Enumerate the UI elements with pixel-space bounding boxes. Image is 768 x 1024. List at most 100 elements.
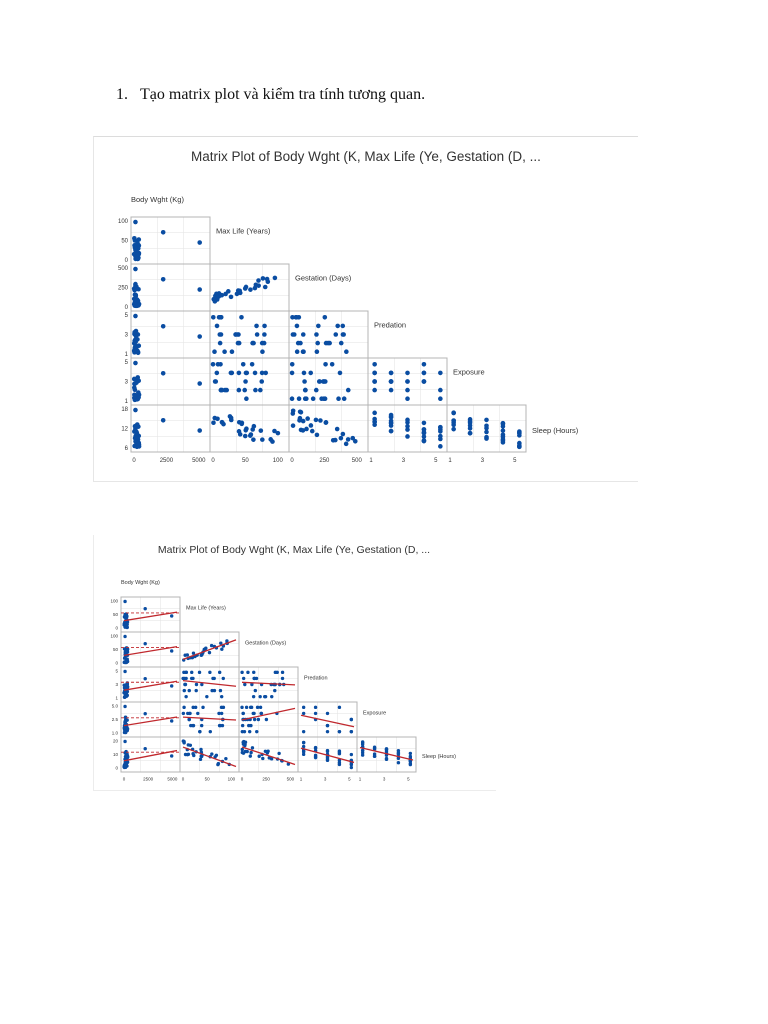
data-point [133,303,139,309]
item-number: 1. [116,86,128,103]
data-point [484,434,489,440]
data-point [314,332,319,337]
data-point [240,361,246,367]
data-point [301,749,306,753]
data-point [133,407,138,413]
row-tick-label: 0 [125,258,129,264]
data-point [218,314,224,320]
data-point [325,711,330,716]
data-point [254,676,259,681]
data-point [225,289,231,294]
data-point [343,441,349,447]
data-point [421,438,427,443]
row-tick-label: 1 [125,399,129,405]
data-point [218,688,223,693]
data-point [323,420,329,425]
data-point [345,387,351,393]
data-point [136,237,142,242]
data-point [517,444,522,450]
data-point [125,657,129,661]
data-point [242,387,248,393]
data-point [253,688,258,693]
scatter-cell [297,736,358,773]
data-point [170,754,174,758]
data-point [133,293,139,299]
row-tick-label: 1.0 [112,731,119,736]
data-point [316,323,321,329]
data-point [280,670,285,675]
data-point [214,295,220,301]
data-point [193,705,198,710]
column-tick-label: 250 [262,777,270,782]
data-point [438,436,443,442]
data-point [219,711,224,716]
data-point [269,757,274,761]
data-point [268,437,273,442]
scatter-cell [288,310,369,359]
fit-line [182,716,237,721]
data-point [256,717,261,722]
data-point [214,291,219,297]
data-point [211,296,217,302]
data-point [191,705,195,710]
data-point [260,349,265,355]
data-point [484,423,489,429]
data-point [131,385,137,390]
data-point [302,379,307,384]
fit-line [123,611,178,622]
data-point [372,410,377,416]
data-point [298,427,304,433]
data-point [300,349,306,355]
data-point [260,276,266,281]
data-point [350,435,356,441]
data-point [296,314,302,320]
data-point [257,754,261,758]
column-tick-label: 2500 [160,458,174,464]
data-point [333,437,338,443]
data-point [325,757,330,762]
data-point [160,277,166,282]
data-point [125,727,130,731]
data-point [438,396,443,402]
data-point [182,739,186,744]
scatter-cell [209,263,290,312]
chart-title: Matrix Plot of Body Wght (K, Max Life (Y… [158,544,430,556]
data-point [421,370,427,376]
data-point [421,420,427,426]
data-point [125,689,130,694]
data-point [221,676,225,681]
column-tick-label: 1 [359,777,362,782]
data-point [123,622,127,626]
data-point [308,423,314,428]
data-point [313,387,319,393]
scatter-cell [120,596,181,633]
data-point [210,314,216,320]
data-point [251,437,256,442]
data-point [197,287,202,292]
data-point [280,676,285,681]
row-tick-label: 1 [125,352,129,358]
data-point [197,670,202,675]
data-point [388,428,394,434]
data-point [334,426,340,432]
data-point [337,750,342,755]
column-tick-label: 3 [402,458,406,464]
data-point [254,332,260,337]
data-point [215,361,221,367]
data-point [340,332,346,337]
scatter-cell [209,404,290,453]
data-point [243,743,247,748]
data-point [372,387,377,393]
fit-line [300,747,355,764]
data-point [405,396,410,402]
data-point [194,688,198,693]
data-point [233,332,238,337]
row-tick-label: 5 [125,360,129,366]
column-tick-label: 50 [242,458,249,464]
data-point [236,429,242,434]
column-tick-label: 250 [319,458,330,464]
row-tick-label: 6 [125,446,129,452]
column-tick-label: 100 [228,777,236,782]
data-point [244,370,250,376]
data-point [248,754,253,758]
